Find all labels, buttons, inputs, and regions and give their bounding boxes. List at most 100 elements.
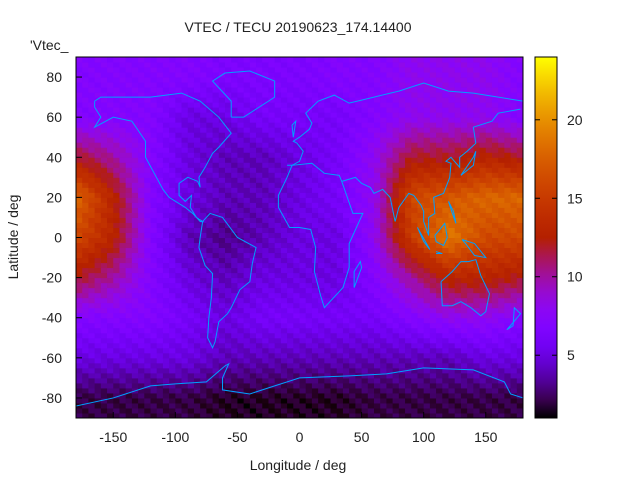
heatmap-cell: [491, 127, 499, 133]
heatmap-cell: [367, 187, 375, 193]
heatmap-cell: [113, 407, 120, 414]
heatmap-cell: [392, 347, 400, 354]
heatmap-cell: [200, 412, 207, 418]
heatmap-cell: [429, 357, 437, 364]
heatmap-cell: [386, 177, 394, 183]
heatmap-cell: [225, 247, 232, 254]
heatmap-cell: [262, 272, 269, 279]
heatmap-cell: [398, 67, 406, 73]
heatmap-cell: [237, 92, 245, 98]
heatmap-cell: [380, 402, 387, 409]
heatmap-cell: [88, 292, 96, 299]
heatmap-cell: [473, 82, 481, 88]
heatmap-cell: [113, 97, 120, 103]
heatmap-cell: [293, 147, 301, 153]
heatmap-cell: [330, 367, 338, 374]
heatmap-cell: [138, 152, 145, 158]
heatmap-cell: [268, 67, 276, 73]
heatmap-cell: [398, 282, 406, 289]
heatmap-cell: [187, 342, 195, 349]
heatmap-cell: [175, 352, 183, 359]
heatmap-cell: [243, 362, 251, 369]
heatmap-cell: [82, 327, 89, 334]
heatmap-cell: [398, 217, 406, 223]
heatmap-cell: [262, 257, 269, 264]
heatmap-cell: [374, 152, 381, 158]
heatmap-cell: [436, 362, 443, 369]
heatmap-cell: [94, 242, 102, 249]
heatmap-cell: [212, 222, 220, 228]
heatmap-cell: [131, 97, 139, 103]
heatmap-cell: [460, 377, 468, 384]
heatmap-cell: [311, 397, 319, 404]
heatmap-cell: [467, 392, 474, 399]
heatmap-cell: [249, 177, 257, 183]
heatmap-cell: [429, 87, 437, 93]
heatmap-cell: [169, 287, 176, 294]
heatmap-cell: [287, 77, 294, 83]
heatmap-cell: [94, 137, 102, 143]
heatmap-cell: [113, 362, 120, 369]
heatmap-cell: [131, 92, 139, 98]
heatmap-cell: [193, 77, 201, 83]
heatmap-cell: [138, 107, 145, 113]
heatmap-cell: [212, 322, 220, 329]
heatmap-cell: [125, 262, 133, 269]
heatmap-cell: [454, 172, 462, 178]
heatmap-cell: [237, 342, 245, 349]
heatmap-cell: [200, 212, 207, 218]
heatmap-cell: [448, 377, 456, 384]
heatmap-cell: [336, 177, 344, 183]
heatmap-cell: [256, 312, 263, 319]
heatmap-cell: [504, 292, 512, 299]
heatmap-cell: [243, 122, 251, 128]
heatmap-cell: [442, 67, 450, 73]
heatmap-cell: [398, 267, 406, 274]
heatmap-cell: [454, 147, 462, 153]
heatmap-cell: [100, 307, 108, 314]
heatmap-cell: [467, 377, 474, 384]
heatmap-cell: [392, 232, 400, 239]
heatmap-cell: [156, 262, 164, 269]
heatmap-cell: [206, 387, 214, 394]
heatmap-cell: [249, 157, 257, 163]
heatmap-cell: [380, 112, 387, 118]
heatmap-cell: [125, 147, 133, 153]
heatmap-cell: [200, 62, 207, 68]
heatmap-cell: [442, 132, 450, 138]
heatmap-cell: [380, 387, 387, 394]
heatmap-cell: [218, 357, 226, 364]
heatmap-cell: [156, 97, 164, 103]
heatmap-cell: [498, 307, 505, 314]
heatmap-cell: [386, 292, 394, 299]
heatmap-cell: [82, 332, 89, 339]
heatmap-cell: [262, 377, 269, 384]
heatmap-cell: [349, 152, 356, 158]
heatmap-cell: [417, 337, 425, 344]
heatmap-cell: [287, 192, 294, 198]
heatmap-cell: [405, 382, 412, 389]
heatmap-cell: [380, 382, 387, 389]
heatmap-cell: [193, 72, 201, 78]
heatmap-cell: [324, 297, 332, 304]
heatmap-cell: [411, 322, 418, 329]
heatmap-cell: [398, 252, 406, 259]
heatmap-cell: [491, 312, 499, 319]
heatmap-cell: [212, 297, 220, 304]
heatmap-cell: [175, 72, 183, 78]
heatmap-cell: [311, 152, 319, 158]
heatmap-cell: [423, 207, 431, 213]
heatmap-cell: [76, 337, 83, 344]
heatmap-cell: [225, 332, 232, 339]
heatmap-cell: [423, 382, 431, 389]
heatmap-cell: [293, 317, 301, 324]
heatmap-cell: [225, 327, 232, 334]
heatmap-cell: [405, 217, 412, 223]
heatmap-cell: [218, 252, 226, 259]
heatmap-cell: [318, 162, 325, 168]
heatmap-cell: [88, 357, 96, 364]
heatmap-cell: [138, 232, 145, 239]
heatmap-cell: [181, 207, 189, 213]
heatmap-cell: [169, 137, 176, 143]
heatmap-cell: [212, 192, 220, 198]
